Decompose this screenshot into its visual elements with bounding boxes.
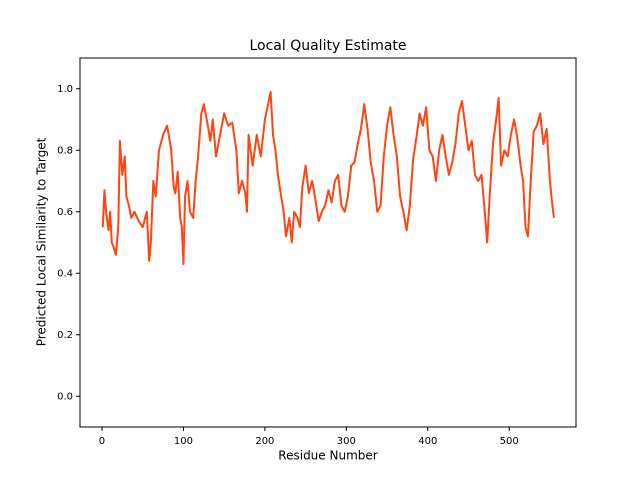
chart-title: Local Quality Estimate	[249, 38, 406, 54]
x-tick-label: 500	[500, 436, 519, 447]
x-tick-label: 200	[255, 436, 274, 447]
axes-frame	[79, 57, 577, 428]
y-axis-label: Predicted Local Similarity to Target	[35, 137, 49, 346]
data-line	[101, 90, 556, 266]
x-axis-label: Residue Number	[278, 449, 377, 463]
x-tick-label: 400	[418, 436, 437, 447]
x-tick-label: 300	[337, 436, 356, 447]
y-tick-label: 0.4	[57, 268, 73, 279]
y-tick-label: 1.0	[57, 84, 73, 95]
y-tick-label: 0.6	[57, 207, 73, 218]
y-tick-label: 0.0	[57, 391, 73, 402]
y-tick-label: 0.8	[57, 145, 73, 156]
y-tick-label: 0.2	[57, 330, 73, 341]
x-tick-label: 100	[174, 436, 193, 447]
x-tick-label: 0	[99, 436, 105, 447]
